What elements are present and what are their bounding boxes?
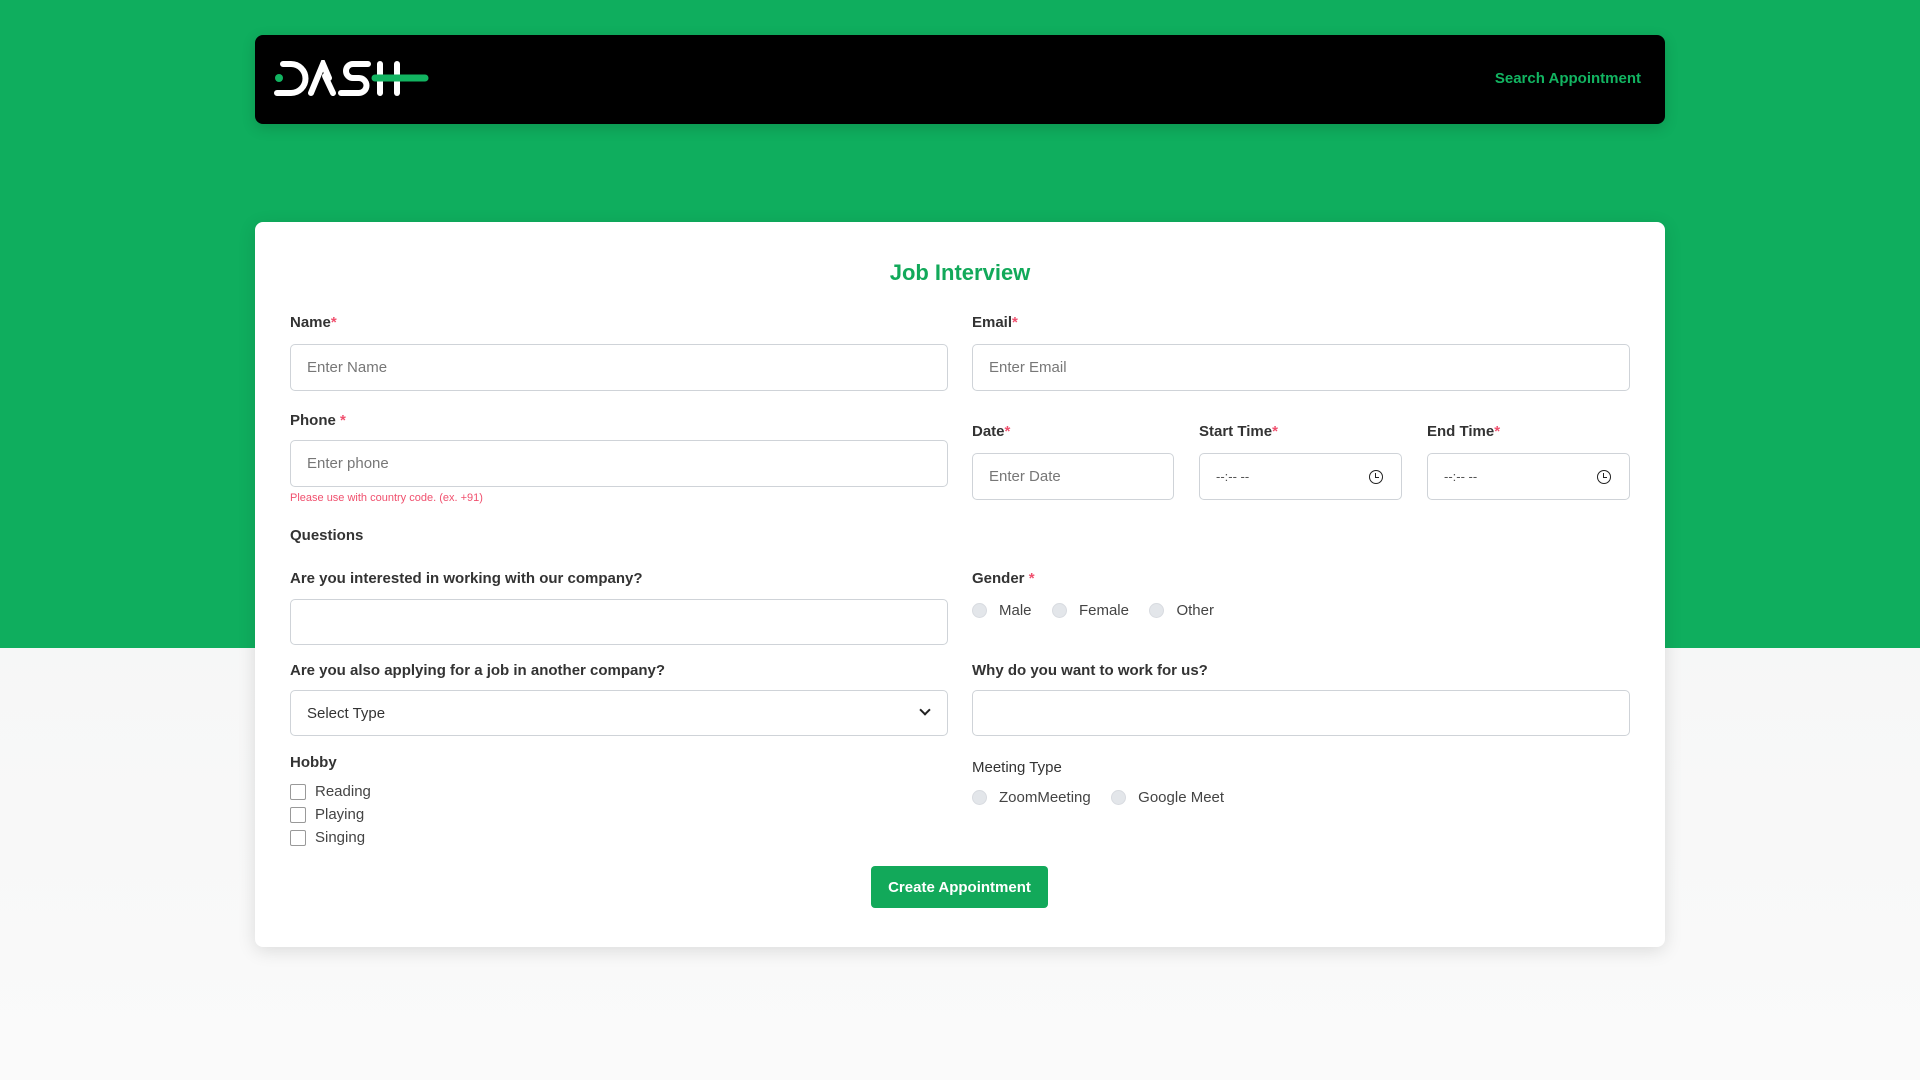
meeting-type-radio-group: ZoomMeeting Google Meet [972, 789, 1240, 810]
start-time-label: Start Time* [1199, 423, 1278, 440]
q2-select[interactable]: Select Type [290, 690, 948, 736]
name-input[interactable]: Enter Name [290, 344, 948, 391]
dash-logo[interactable] [273, 56, 433, 105]
questions-heading: Questions [290, 527, 364, 544]
gender-male-radio[interactable]: Male [972, 602, 1032, 619]
hobby-checkbox-group: Reading Playing Singing [290, 780, 371, 849]
form-title: Job Interview [889, 260, 1031, 285]
hobby-singing-checkbox[interactable]: Singing [290, 826, 371, 849]
name-label: Name* [290, 314, 337, 331]
meeting-zoom-radio[interactable]: ZoomMeeting [972, 789, 1091, 806]
phone-label: Phone * [290, 412, 346, 429]
date-input[interactable]: Enter Date [972, 453, 1174, 500]
end-time-label: End Time* [1427, 423, 1501, 440]
q1-label: Are you interested in working with our c… [290, 570, 643, 587]
search-appointment-link[interactable]: Search Appointment [1494, 70, 1641, 87]
email-input[interactable]: Enter Email [972, 344, 1630, 391]
clock-icon[interactable] [1597, 470, 1611, 484]
gender-label: Gender * [972, 570, 1035, 587]
start-time-input[interactable]: --:-- -- [1199, 453, 1402, 500]
meeting-google-meet-radio[interactable]: Google Meet [1111, 789, 1224, 806]
clock-icon[interactable] [1369, 470, 1383, 484]
email-label: Email* [972, 314, 1018, 331]
phone-input[interactable]: Enter phone [290, 440, 948, 487]
why-label: Why do you want to work for us? [972, 662, 1208, 679]
phone-help-text: Please use with country code. (ex. +91) [290, 492, 483, 504]
hobby-label: Hobby [290, 754, 337, 771]
hobby-reading-checkbox[interactable]: Reading [290, 780, 371, 803]
why-input[interactable] [972, 690, 1630, 736]
end-time-input[interactable]: --:-- -- [1427, 453, 1630, 500]
navbar: Search Appointment [255, 35, 1665, 124]
appointment-form-card: Job Interview Name* Enter Name Email* En… [255, 222, 1665, 947]
q2-label: Are you also applying for a job in anoth… [290, 662, 666, 679]
gender-radio-group: Male Female Other [972, 602, 1230, 623]
gender-other-radio[interactable]: Other [1149, 602, 1214, 619]
date-label: Date* [972, 423, 1011, 440]
hobby-playing-checkbox[interactable]: Playing [290, 803, 371, 826]
q1-input[interactable] [290, 599, 948, 645]
gender-female-radio[interactable]: Female [1051, 602, 1129, 619]
chevron-down-icon [919, 704, 931, 716]
meeting-type-label: Meeting Type [972, 759, 1062, 776]
create-appointment-button[interactable]: Create Appointment [871, 866, 1048, 908]
